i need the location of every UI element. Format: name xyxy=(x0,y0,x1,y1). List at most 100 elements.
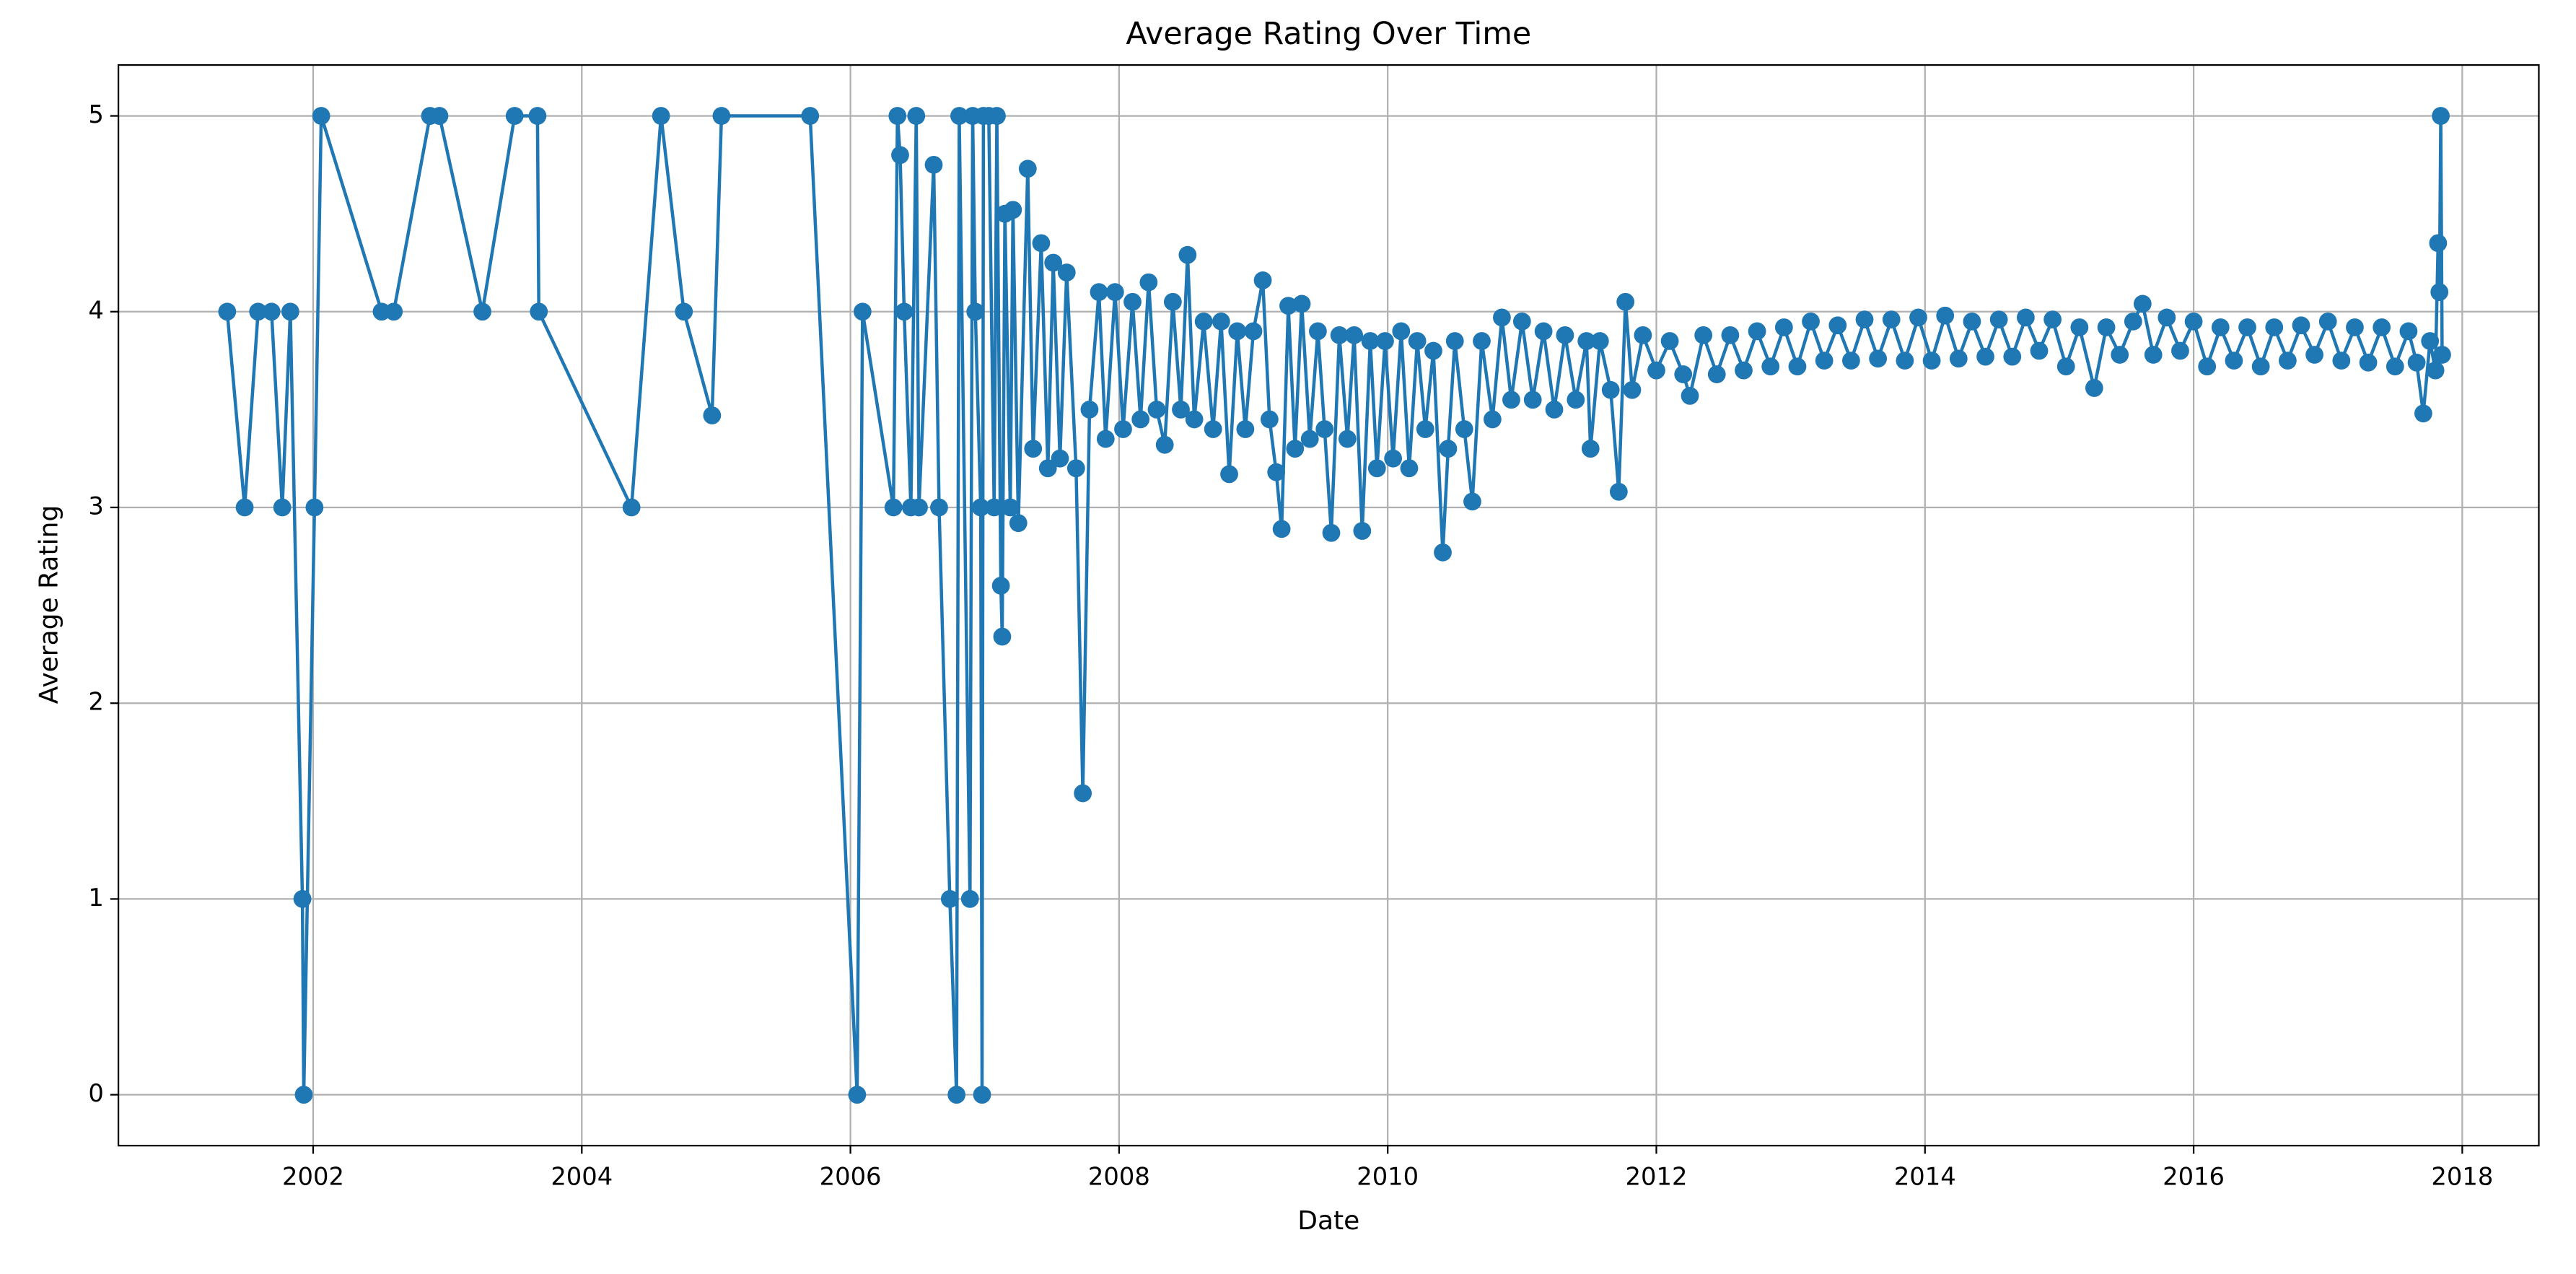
marker xyxy=(235,498,254,517)
marker xyxy=(1066,459,1085,478)
marker xyxy=(991,577,1010,595)
marker xyxy=(1384,449,1403,468)
marker xyxy=(1074,784,1092,803)
marker xyxy=(1707,365,1726,383)
x-tick-label: 2014 xyxy=(1894,1163,1956,1191)
marker xyxy=(1735,361,1753,380)
marker xyxy=(1057,263,1076,282)
marker xyxy=(1869,349,1888,368)
marker xyxy=(1367,459,1386,478)
marker xyxy=(218,302,237,321)
background xyxy=(14,0,2562,1274)
marker xyxy=(675,302,693,321)
marker xyxy=(1253,271,1272,289)
marker xyxy=(1096,429,1115,448)
marker xyxy=(1300,429,1319,448)
y-tick-label: 0 xyxy=(88,1079,103,1107)
marker xyxy=(2017,308,2035,327)
marker xyxy=(312,107,330,125)
marker xyxy=(305,498,324,517)
marker xyxy=(1178,245,1197,264)
marker xyxy=(2085,379,2103,397)
y-tick-label: 4 xyxy=(88,296,103,324)
plot-frame xyxy=(117,64,2540,1147)
marker xyxy=(1788,357,1807,376)
x-axis-label: Date xyxy=(1297,1206,1359,1236)
x-tick-label: 2006 xyxy=(820,1163,882,1191)
marker xyxy=(1172,401,1190,419)
marker xyxy=(1038,459,1057,478)
marker xyxy=(2124,312,2142,331)
marker xyxy=(1400,459,1419,478)
marker xyxy=(973,1086,991,1104)
marker xyxy=(1815,352,1834,370)
marker xyxy=(1976,347,1994,366)
marker xyxy=(2386,357,2404,376)
marker xyxy=(1439,440,1458,458)
x-tick-label: 2010 xyxy=(1357,1163,1419,1191)
marker xyxy=(1236,420,1255,438)
marker xyxy=(2198,357,2217,376)
marker xyxy=(1463,492,1481,511)
marker xyxy=(2318,312,2337,331)
marker xyxy=(2433,346,2451,364)
marker xyxy=(1434,543,1452,562)
marker xyxy=(2070,318,2089,336)
marker xyxy=(1147,401,1166,419)
marker xyxy=(1024,440,1043,458)
marker xyxy=(1634,326,1652,344)
marker xyxy=(1309,322,1327,341)
marker xyxy=(1424,341,1442,360)
chart-title: Average Rating Over Time xyxy=(1126,16,1531,52)
marker xyxy=(1131,410,1150,429)
marker xyxy=(2421,332,2440,350)
line xyxy=(225,114,2444,1096)
marker xyxy=(505,107,524,125)
marker xyxy=(1114,420,1132,438)
marker xyxy=(1882,310,1901,329)
marker xyxy=(930,498,948,517)
marker xyxy=(1001,498,1020,517)
marker xyxy=(2432,107,2450,125)
marker xyxy=(2414,404,2432,423)
marker xyxy=(2144,346,2163,364)
marker xyxy=(1361,332,1380,350)
marker xyxy=(1009,514,1028,533)
marker xyxy=(1286,440,1305,458)
marker xyxy=(1338,429,1357,448)
marker xyxy=(2399,322,2418,341)
y-tick-label: 1 xyxy=(88,883,103,912)
marker xyxy=(1212,312,1230,331)
marker xyxy=(2429,234,2448,253)
marker xyxy=(1748,322,1766,341)
marker xyxy=(2292,316,2310,335)
marker xyxy=(473,302,491,321)
y-tick-label: 5 xyxy=(88,100,103,128)
marker xyxy=(888,107,907,125)
marker xyxy=(2111,346,2129,364)
marker xyxy=(1044,253,1063,272)
marker xyxy=(891,146,909,165)
marker xyxy=(622,498,641,517)
marker xyxy=(895,302,914,321)
marker xyxy=(988,107,1006,125)
y-tick-label: 3 xyxy=(88,492,103,520)
marker xyxy=(1909,308,1927,327)
marker xyxy=(853,302,872,321)
marker xyxy=(1272,520,1291,538)
marker xyxy=(528,107,547,125)
marker xyxy=(1228,322,1247,341)
marker xyxy=(1523,391,1542,409)
marker xyxy=(1080,401,1099,419)
marker xyxy=(1842,352,1860,370)
marker xyxy=(1322,523,1341,542)
marker xyxy=(1721,326,1740,344)
marker xyxy=(1828,316,1847,335)
marker xyxy=(2133,294,2152,313)
marker xyxy=(1761,357,1780,376)
marker xyxy=(2430,283,2449,302)
marker xyxy=(1244,322,1263,341)
marker xyxy=(1534,322,1553,341)
marker xyxy=(1577,332,1596,350)
marker xyxy=(1493,308,1511,327)
